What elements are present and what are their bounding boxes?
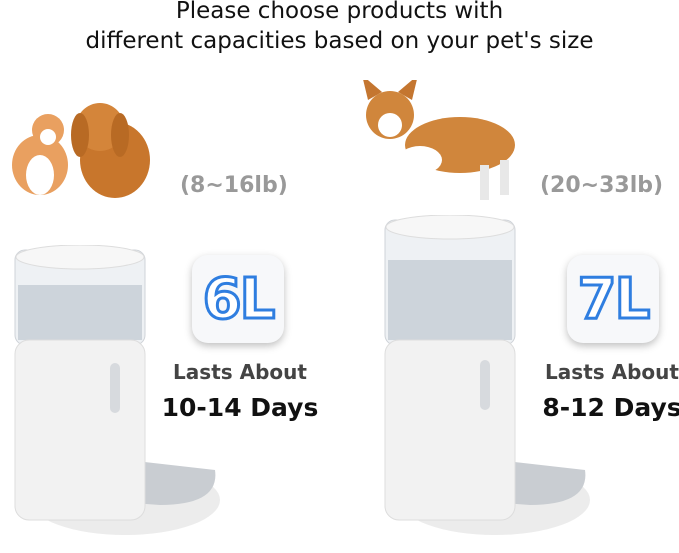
capacity-badge-7l: 7L [567, 255, 659, 343]
small-pet-weight: (8~16lb) [180, 173, 288, 198]
small-duration: 10-14 Days [161, 393, 319, 422]
title-line-2: different capacities based on your pet's… [85, 28, 594, 54]
capacity-badge-6l: 6L [192, 255, 284, 343]
small-lasts-label: Lasts About [173, 360, 307, 384]
page-title: Please choose products with different ca… [0, 0, 679, 56]
title-line-1: Please choose products with [175, 0, 504, 24]
large-duration: 8-12 Days [542, 393, 679, 422]
feeder-7l-image [384, 215, 590, 535]
large-pet-weight: (20~33lb) [540, 173, 664, 198]
cat-and-dog-image [12, 103, 150, 198]
large-lasts-label: Lasts About [545, 360, 679, 384]
feeder-6l-image [14, 245, 220, 535]
corgi-image [363, 80, 515, 200]
